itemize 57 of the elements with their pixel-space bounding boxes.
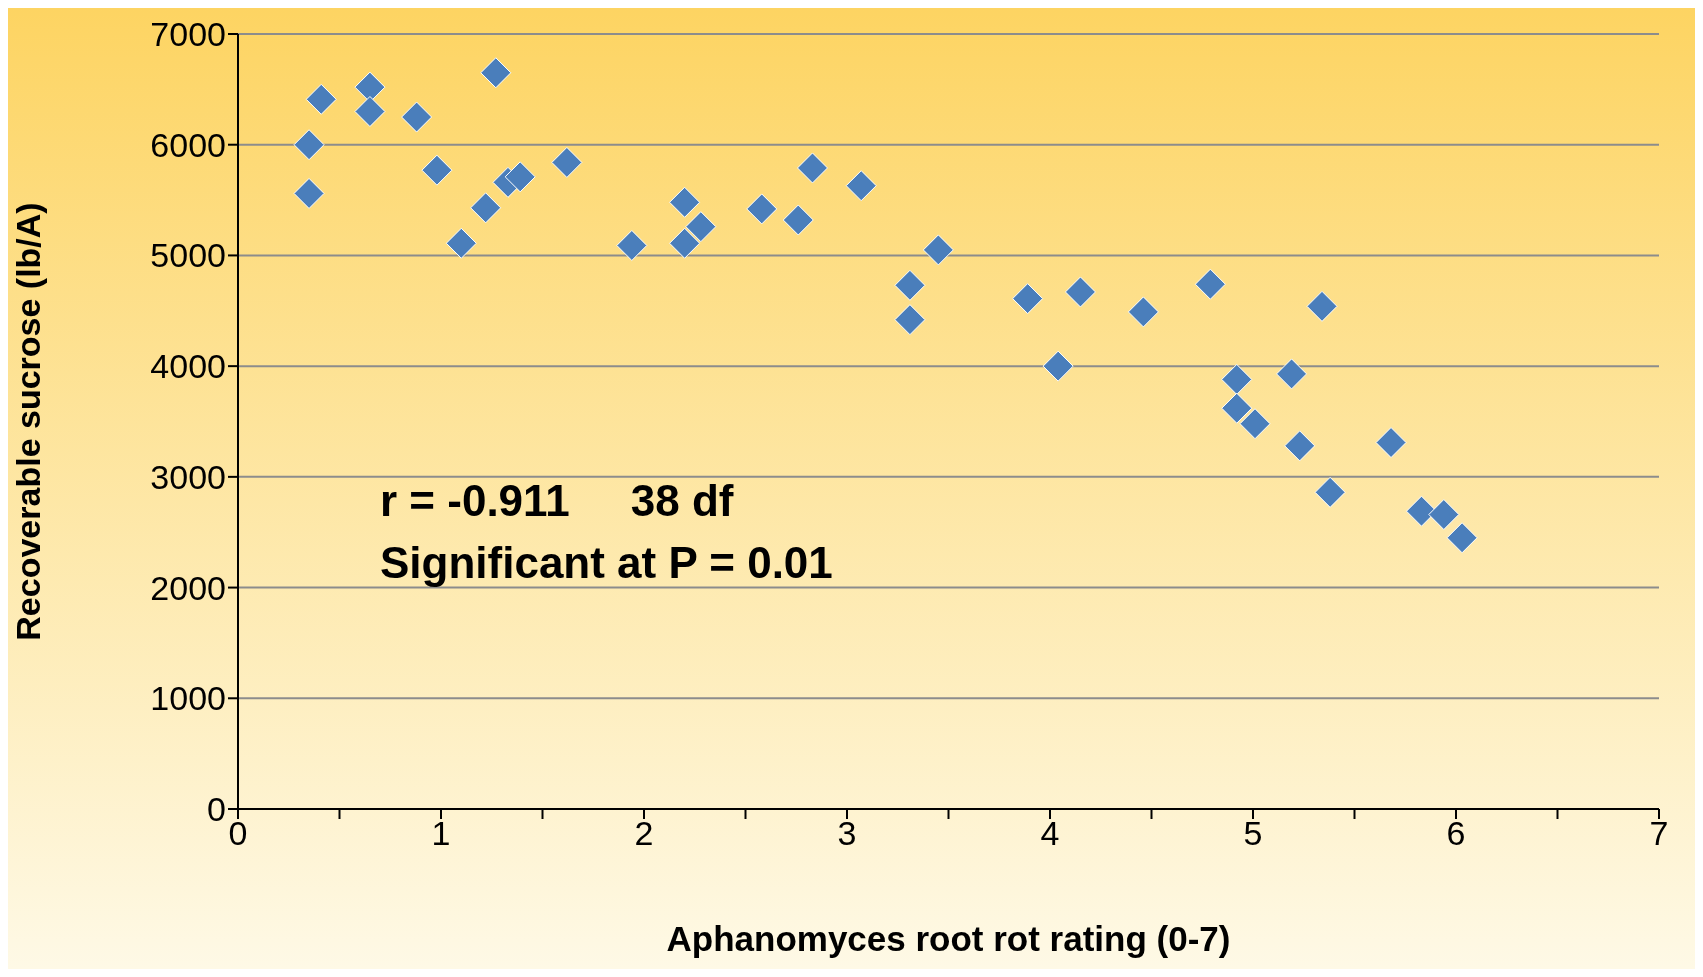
point (1276, 358, 1308, 390)
point (1306, 290, 1338, 322)
annotation: Significant at P = 0.01 (380, 538, 833, 587)
x-tick-label: 3 (837, 814, 857, 853)
x-tick-label: 5 (1243, 814, 1263, 853)
point (354, 96, 386, 127)
point (669, 186, 701, 218)
point (470, 192, 502, 224)
point (746, 193, 778, 225)
point (293, 129, 325, 161)
y-tick-label: 3000 (150, 457, 226, 496)
point (782, 204, 814, 236)
point (1284, 430, 1316, 462)
point (1239, 408, 1271, 440)
point (1064, 276, 1096, 308)
point (685, 211, 717, 243)
point (480, 57, 512, 89)
x-tick-label: 7 (1649, 814, 1669, 853)
point (922, 234, 954, 266)
point (796, 152, 828, 184)
point (504, 161, 536, 193)
y-tick-label: 1000 (150, 679, 226, 718)
point (616, 229, 648, 261)
point (1405, 495, 1437, 527)
annotation: r = -0.911 38 df (380, 476, 734, 525)
point (1221, 363, 1253, 395)
point (293, 177, 325, 209)
point (445, 227, 477, 259)
point (1221, 392, 1253, 424)
point (1194, 268, 1226, 300)
point (1375, 427, 1407, 459)
x-tick-label: 6 (1446, 814, 1466, 853)
y-axis-title: Recoverable sucrose (lb/A) (9, 202, 48, 641)
point (305, 83, 337, 115)
x-tick-label: 2 (634, 814, 654, 853)
point (1314, 476, 1346, 508)
point (1127, 296, 1159, 328)
point (669, 227, 701, 259)
point (1012, 283, 1044, 315)
y-tick-label: 4000 (150, 347, 226, 386)
y-tick-label: 6000 (150, 125, 226, 164)
point (894, 304, 926, 336)
point (1042, 350, 1074, 382)
point (1446, 522, 1478, 554)
y-tick-label: 5000 (150, 236, 226, 275)
point (551, 146, 583, 178)
y-tick-label: 2000 (150, 568, 226, 607)
x-tick-label: 1 (431, 814, 451, 853)
point (845, 170, 877, 202)
point (421, 154, 453, 186)
x-tick-label: 4 (1040, 814, 1060, 853)
point (894, 269, 926, 301)
x-axis-title: Aphanomyces root rot rating (0-7) (666, 919, 1231, 958)
point (1428, 499, 1460, 530)
y-tick-label: 0 (207, 790, 226, 829)
point (401, 101, 433, 133)
y-tick-label: 7000 (150, 15, 226, 54)
